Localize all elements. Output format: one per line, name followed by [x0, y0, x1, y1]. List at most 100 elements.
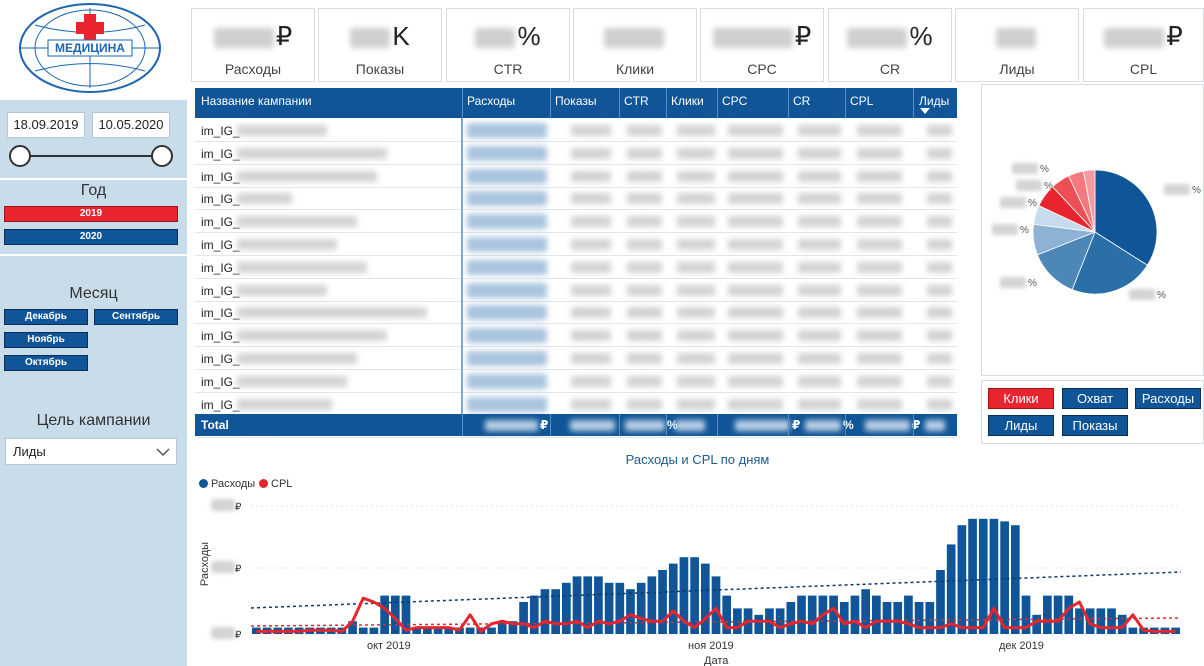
spend-bar[interactable]: [1075, 608, 1084, 634]
table-row[interactable]: im_IG_: [195, 187, 957, 211]
metric-button-3[interactable]: Лиды: [988, 415, 1054, 436]
spend-bar[interactable]: [700, 563, 710, 634]
spend-bar[interactable]: [508, 621, 518, 634]
spend-bar[interactable]: [1128, 627, 1138, 634]
spend-bar[interactable]: [1043, 595, 1052, 634]
spend-bar[interactable]: [604, 582, 614, 634]
table-row[interactable]: im_IG_: [195, 279, 957, 302]
date-to-input[interactable]: 10.05.2020: [92, 112, 170, 138]
spend-bar[interactable]: [583, 576, 593, 634]
month-chip-september[interactable]: Сентябрь: [94, 309, 178, 325]
spend-bar[interactable]: [850, 595, 860, 634]
spend-bar[interactable]: [444, 627, 454, 634]
table-row[interactable]: im_IG_: [195, 165, 957, 188]
spend-bar[interactable]: [626, 589, 635, 634]
spend-bar[interactable]: [1096, 608, 1106, 634]
column-header[interactable]: Показы: [555, 94, 597, 108]
spend-bar[interactable]: [540, 589, 550, 634]
date-from-input[interactable]: 18.09.2019: [7, 112, 85, 138]
spend-bar[interactable]: [562, 582, 571, 634]
spend-bar[interactable]: [594, 576, 603, 634]
sort-desc-icon[interactable]: [920, 108, 930, 114]
spend-bar[interactable]: [1064, 595, 1074, 634]
spend-bar[interactable]: [369, 627, 379, 634]
month-chip-december[interactable]: Декабрь: [4, 309, 88, 325]
metric-button-0[interactable]: Клики: [988, 388, 1054, 409]
spend-bar[interactable]: [957, 525, 967, 634]
metric-button-4[interactable]: Показы: [1062, 415, 1128, 436]
table-row[interactable]: im_IG_: [195, 142, 957, 165]
month-chip-november[interactable]: Ноябрь: [4, 332, 88, 348]
spend-bar[interactable]: [893, 602, 903, 634]
spend-bar[interactable]: [358, 627, 368, 634]
table-row[interactable]: im_IG_: [195, 210, 957, 234]
spend-bar[interactable]: [1010, 525, 1020, 634]
spend-bar[interactable]: [572, 576, 582, 634]
spend-bar[interactable]: [882, 602, 892, 634]
spend-bar[interactable]: [978, 518, 988, 634]
column-header[interactable]: Расходы: [467, 94, 516, 108]
spend-bar[interactable]: [433, 627, 443, 634]
spend-bar[interactable]: [872, 595, 881, 634]
column-header[interactable]: CPC: [722, 94, 748, 108]
spend-bar[interactable]: [807, 595, 817, 634]
spend-bar[interactable]: [690, 557, 699, 634]
spend-bar[interactable]: [380, 595, 389, 634]
spend-bar[interactable]: [797, 595, 806, 634]
table-row[interactable]: im_IG_: [195, 393, 957, 416]
spend-bar[interactable]: [914, 602, 924, 634]
spend-bar[interactable]: [401, 595, 411, 634]
spend-bar[interactable]: [711, 576, 721, 634]
table-row[interactable]: im_IG_: [195, 301, 957, 325]
spend-bar[interactable]: [754, 614, 764, 634]
spend-bar[interactable]: [1117, 614, 1127, 634]
spend-bar[interactable]: [412, 627, 422, 634]
cpl-line[interactable]: [256, 596, 1176, 633]
table-row[interactable]: im_IG_: [195, 370, 957, 393]
spend-bar[interactable]: [925, 602, 935, 634]
table-row[interactable]: im_IG_: [195, 119, 957, 142]
spend-bar[interactable]: [936, 570, 945, 634]
spend-bar[interactable]: [615, 582, 625, 634]
spend-bar[interactable]: [1000, 521, 1009, 634]
pie-slice[interactable]: [1071, 231, 1148, 295]
spend-bar[interactable]: [658, 570, 667, 634]
table-row[interactable]: im_IG_: [195, 347, 957, 370]
spend-bar[interactable]: [465, 627, 475, 634]
spend-bar[interactable]: [529, 595, 539, 634]
date-range-slider[interactable]: [20, 155, 162, 157]
spend-bar[interactable]: [423, 627, 432, 634]
table-row[interactable]: im_IG_: [195, 324, 957, 348]
table-row[interactable]: im_IG_: [195, 233, 957, 256]
spend-bar[interactable]: [1107, 608, 1116, 634]
spend-bar[interactable]: [679, 557, 689, 634]
slider-handle-end[interactable]: [151, 145, 173, 167]
spend-bar[interactable]: [348, 621, 357, 634]
spend-bar[interactable]: [968, 518, 977, 634]
spend-bar[interactable]: [989, 518, 999, 634]
month-chip-october[interactable]: Октябрь: [4, 355, 88, 371]
column-header[interactable]: Лиды: [919, 94, 950, 108]
metric-button-2[interactable]: Расходы: [1135, 388, 1201, 409]
spend-bar[interactable]: [839, 602, 849, 634]
slider-handle-start[interactable]: [9, 145, 31, 167]
spend-bar[interactable]: [519, 602, 528, 634]
table-row[interactable]: im_IG_: [195, 256, 957, 279]
spend-bar[interactable]: [786, 602, 796, 634]
goal-select[interactable]: Лиды: [5, 438, 177, 465]
spend-bar[interactable]: [829, 595, 838, 634]
spend-bar[interactable]: [551, 589, 560, 634]
spend-bar[interactable]: [497, 621, 507, 634]
column-header[interactable]: Клики: [671, 94, 704, 108]
spend-bar[interactable]: [722, 595, 732, 634]
spend-bar[interactable]: [904, 595, 913, 634]
column-header[interactable]: CR: [793, 94, 811, 108]
spend-bar[interactable]: [1021, 595, 1031, 634]
column-header[interactable]: CTR: [624, 94, 649, 108]
year-chip-2020[interactable]: 2020: [4, 229, 178, 245]
spend-bar[interactable]: [636, 582, 646, 634]
spend-bar[interactable]: [487, 627, 496, 634]
spend-bar[interactable]: [1032, 614, 1042, 634]
spend-bar[interactable]: [946, 544, 956, 634]
column-header[interactable]: CPL: [850, 94, 874, 108]
